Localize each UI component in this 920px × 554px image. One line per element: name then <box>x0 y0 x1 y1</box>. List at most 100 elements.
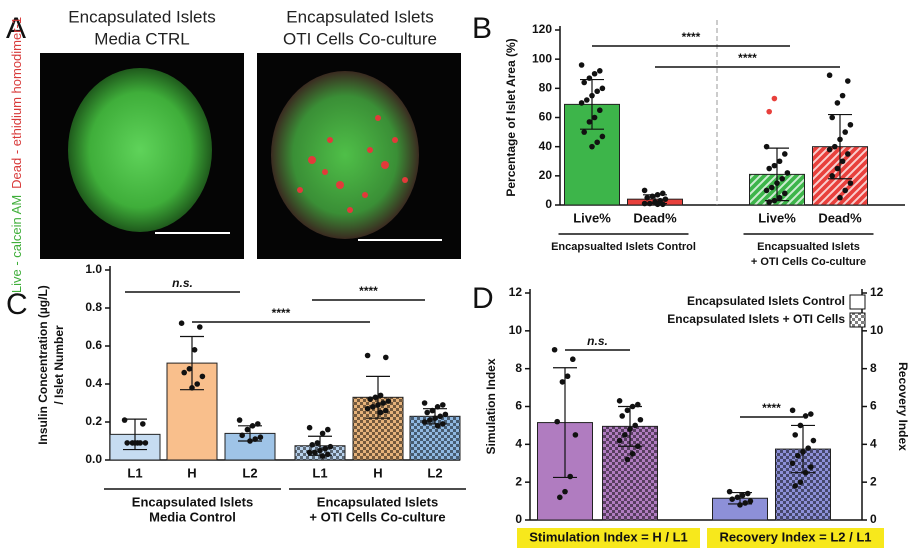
data-point <box>437 413 444 420</box>
y-tick-label: 60 <box>539 110 553 124</box>
data-point <box>247 438 253 444</box>
panel-letter: B <box>472 12 492 45</box>
data-point <box>729 496 735 502</box>
data-point <box>654 191 661 198</box>
data-point <box>635 401 641 408</box>
data-point <box>763 143 770 150</box>
category-label: H <box>373 465 382 480</box>
data-point <box>632 422 638 429</box>
data-point <box>627 426 633 433</box>
legend-swatch <box>849 294 866 310</box>
data-point <box>252 436 258 442</box>
data-point <box>314 440 321 446</box>
image-y-label: Live - calcein AM Dead - ethidium homodim… <box>9 17 24 293</box>
category-label: L1 <box>127 465 142 480</box>
data-point <box>837 194 843 201</box>
data-point <box>808 464 814 470</box>
data-point <box>581 79 587 86</box>
data-point <box>792 483 798 489</box>
significance-label: **** <box>738 51 757 65</box>
data-point <box>319 453 326 460</box>
data-point <box>424 409 431 416</box>
legend-label: Encapsulated Islets + OTI Cells <box>667 312 845 326</box>
data-point <box>254 421 261 427</box>
islet <box>68 68 212 232</box>
data-point <box>839 92 846 99</box>
data-point <box>795 452 801 459</box>
group-label: Encapsulated Islets <box>317 494 438 509</box>
group-label: Encapsulated Islets <box>132 494 253 509</box>
y2-tick-label: 12 <box>870 285 884 299</box>
data-point <box>317 447 323 454</box>
data-point <box>429 407 436 414</box>
data-point <box>745 490 751 497</box>
data-point <box>837 136 843 143</box>
data-point <box>597 107 603 114</box>
data-point <box>364 405 371 412</box>
data-point <box>635 443 641 450</box>
data-point <box>619 413 625 419</box>
data-point <box>622 432 628 438</box>
y-axis-label: Simulation Index <box>484 358 498 454</box>
data-point <box>742 500 748 506</box>
data-point <box>647 200 653 207</box>
data-point <box>802 469 809 476</box>
data-point <box>829 114 835 121</box>
data-point <box>616 398 623 404</box>
y2-tick-label: 8 <box>870 361 877 375</box>
data-point <box>383 354 389 361</box>
data-point <box>199 373 206 380</box>
y-tick-label: 0.6 <box>85 338 102 352</box>
data-point <box>375 402 381 408</box>
data-point <box>737 502 743 508</box>
data-point <box>584 97 590 103</box>
data-point <box>834 165 841 172</box>
y-tick-label: 0 <box>515 512 522 526</box>
y2-tick-label: 4 <box>870 437 877 451</box>
label-dead: Dead - ethidium homodimer-1 <box>9 17 24 189</box>
data-point <box>442 411 449 418</box>
data-point <box>142 440 149 446</box>
data-point <box>372 394 379 401</box>
data-point <box>189 385 195 391</box>
y-tick-label: 2 <box>515 474 522 488</box>
data-point <box>327 443 334 450</box>
data-point <box>306 449 313 456</box>
data-point <box>776 158 783 165</box>
y2-tick-label: 6 <box>870 399 877 413</box>
y-tick-label: 40 <box>539 139 553 153</box>
data-point <box>660 190 666 197</box>
y-tick-label: 0.0 <box>85 452 102 466</box>
category-label: Dead% <box>633 210 677 225</box>
significance-label: **** <box>682 30 701 44</box>
data-point <box>797 479 804 485</box>
y-tick-label: 1.0 <box>85 262 102 276</box>
data-point <box>842 129 848 135</box>
data-point <box>594 139 600 146</box>
category-label: H <box>187 465 196 480</box>
data-point <box>845 78 851 84</box>
y-tick-label: 10 <box>509 323 523 337</box>
data-point <box>137 440 143 446</box>
data-point <box>589 92 595 99</box>
image-title: OTI Cells Co-culture <box>283 29 437 48</box>
category-label: Dead% <box>818 210 862 225</box>
data-point <box>826 146 833 153</box>
outlier-point <box>766 108 772 115</box>
group-label: + OTI Cells Co-culture <box>751 256 866 268</box>
data-point <box>181 369 187 376</box>
y2-tick-label: 10 <box>870 323 884 337</box>
significance-label: **** <box>762 401 781 415</box>
data-point <box>434 404 441 410</box>
data-point <box>660 201 666 208</box>
group-label: Stimulation Index = H / L1 <box>529 529 688 544</box>
group-label: Encapsualted Islets Control <box>551 241 696 253</box>
y-tick-label: 20 <box>539 168 553 182</box>
data-point <box>586 119 593 125</box>
data-point <box>364 352 371 359</box>
label-highlight <box>517 528 700 548</box>
data-point <box>432 415 438 422</box>
label-live: Live - calcein AM <box>9 195 24 293</box>
data-point <box>649 193 656 200</box>
